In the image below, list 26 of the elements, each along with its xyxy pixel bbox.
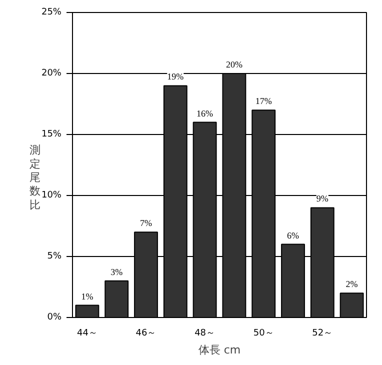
bar (340, 292, 364, 318)
y-tick-label: 25% (41, 8, 62, 18)
y-tick-label: 10% (41, 190, 62, 200)
data-label: 1% (81, 291, 94, 302)
bar (104, 280, 129, 318)
x-tick-label: 50～ (253, 328, 274, 338)
y-tick-label: 15% (41, 130, 62, 140)
data-label: 20% (226, 60, 243, 70)
y-tick-label: 0% (47, 312, 62, 322)
data-label: 2% (346, 279, 358, 290)
y-tick-label: 20% (41, 68, 62, 78)
x-tick-label: 52～ (312, 328, 333, 338)
x-tick-label: 44～ (76, 328, 98, 338)
data-label: 19% (167, 72, 184, 82)
y-axis-title: 測定尾数比 (30, 144, 40, 212)
x-tick-label: 48～ (194, 328, 216, 338)
data-label: 17% (255, 96, 272, 106)
x-tick-label: 46～ (136, 328, 156, 338)
data-label: 9% (316, 194, 329, 204)
data-label: 7% (140, 218, 152, 228)
data-label: 16% (196, 108, 214, 118)
data-label: 3% (110, 266, 124, 277)
y-tick-label: 5% (47, 252, 62, 262)
x-axis-title: 体長 cm (198, 344, 241, 356)
data-label: 6% (287, 230, 300, 240)
bar (75, 304, 100, 318)
